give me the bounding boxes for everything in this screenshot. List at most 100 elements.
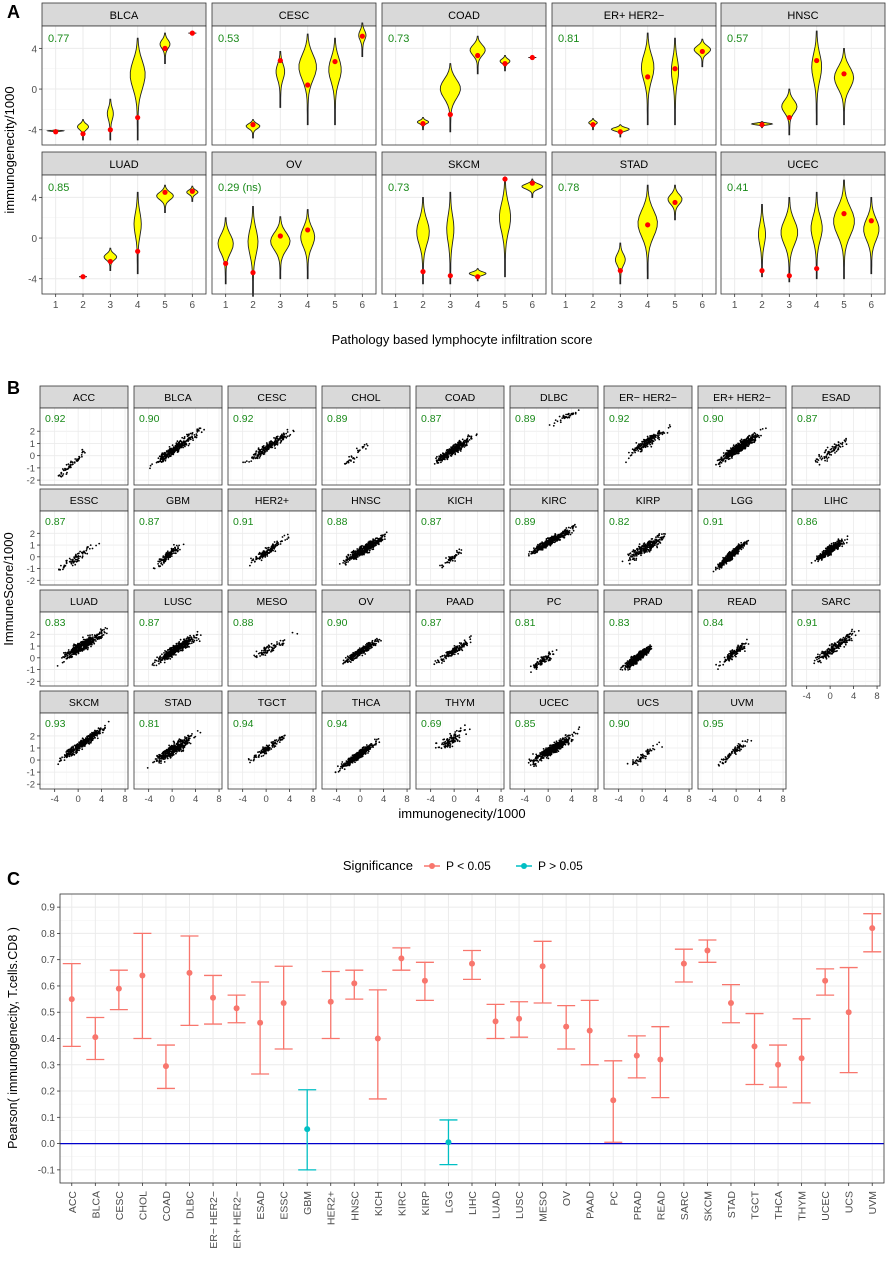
scatter-point <box>176 440 179 443</box>
scatter-point <box>627 559 630 562</box>
y-tick-label: -1 <box>27 564 35 575</box>
scatter-point <box>173 543 175 546</box>
scatter-point <box>74 458 77 460</box>
scatter-point <box>640 450 643 453</box>
scatter-point <box>719 465 721 468</box>
scatter-point <box>668 424 671 426</box>
correlation-label: 0.88 <box>327 516 348 528</box>
scatter-point <box>361 544 363 547</box>
scatter-point <box>193 434 196 436</box>
y-tick-label: 0 <box>30 552 35 563</box>
scatter-point <box>645 443 648 445</box>
mean-point <box>672 199 678 206</box>
scatter-point <box>180 442 182 445</box>
scatter-point <box>345 556 348 558</box>
scatter-point <box>380 534 382 537</box>
correlation-label: 0.78 <box>558 182 579 194</box>
scatter-point <box>838 539 840 542</box>
scatter-point <box>442 454 444 457</box>
mean-point <box>529 180 535 186</box>
x-tick-label: 2 <box>250 300 256 311</box>
scatter-point <box>260 448 263 451</box>
y-tick-label: 0 <box>30 451 35 462</box>
scatter-point <box>281 536 284 538</box>
scatter-point <box>458 548 461 551</box>
scatter-point <box>557 537 559 539</box>
scatter-point <box>287 536 290 539</box>
x-tick-label: 6 <box>869 300 875 311</box>
scatter-point <box>462 444 464 446</box>
scatter-point <box>569 527 572 529</box>
scatter-point <box>447 449 449 451</box>
scatter-point <box>276 542 279 545</box>
scatter-point <box>78 457 80 460</box>
scatter-point <box>362 546 365 549</box>
scatter-point <box>165 556 168 559</box>
scatter-point <box>283 534 286 537</box>
facet-title: GBM <box>166 495 190 507</box>
scatter-point <box>651 538 654 540</box>
scatter-point <box>60 473 63 475</box>
scatter-point <box>348 455 350 458</box>
scatter-point <box>166 454 169 457</box>
x-tick-label: 4 <box>814 300 820 311</box>
scatter-point <box>274 544 276 547</box>
scatter-point <box>829 546 832 549</box>
mean-point <box>786 114 792 121</box>
scatter-point <box>646 435 649 438</box>
scatter-point <box>467 434 470 437</box>
scatter-point <box>460 552 462 555</box>
scatter-point <box>720 461 723 464</box>
facet-title: LUAD <box>109 159 138 171</box>
scatter-point <box>464 444 467 447</box>
scatter-point <box>365 547 368 550</box>
scatter-point <box>558 415 561 418</box>
scatter-point <box>633 559 636 561</box>
scatter-point <box>265 442 268 444</box>
violin <box>156 184 174 214</box>
scatter-point <box>98 542 101 545</box>
scatter-point <box>814 559 817 562</box>
scatter-point <box>823 451 826 454</box>
scatter-point <box>627 553 629 556</box>
scatter-point <box>172 453 175 456</box>
scatter-point <box>84 552 87 555</box>
panel-b: B ACC0.92-2-1012BLCA0.90CESC0.92CHOL0.89C… <box>1 378 881 821</box>
scatter-point <box>68 466 71 469</box>
correlation-label: 0.57 <box>727 33 748 45</box>
plot-background <box>42 175 206 294</box>
scatter-point <box>177 449 180 451</box>
scatter-point <box>451 559 454 562</box>
correlation-label: 0.87 <box>421 516 442 528</box>
facet-title: CHOL <box>351 392 380 404</box>
mean-point <box>868 218 874 224</box>
scatter-point <box>751 436 753 439</box>
scatter-point <box>637 444 639 447</box>
scatter-point <box>168 451 171 454</box>
scatter-point <box>160 562 163 564</box>
mean-point <box>53 129 59 135</box>
scatter-point <box>625 461 627 464</box>
scatter-point <box>195 434 198 437</box>
scatter-point <box>720 459 723 462</box>
scatter-point <box>753 432 756 434</box>
scatter-point <box>85 548 88 550</box>
scatter-point <box>286 431 289 433</box>
scatter-point <box>356 555 359 558</box>
plot-border <box>509 407 599 486</box>
scatter-point <box>347 561 349 563</box>
scatter-point <box>714 566 717 569</box>
scatter-point <box>276 440 279 442</box>
y-tick-label: 0 <box>31 234 37 245</box>
scatter-point <box>198 427 201 430</box>
scatter-point <box>642 549 645 552</box>
mean-point <box>814 57 820 64</box>
scatter-point <box>86 546 89 548</box>
facet-title: ER− HER2− <box>619 392 677 404</box>
scatter-point <box>65 463 68 466</box>
scatter-point <box>385 531 388 534</box>
scatter-point <box>184 443 187 446</box>
scatter-point <box>460 448 462 451</box>
scatter-point <box>834 542 837 544</box>
